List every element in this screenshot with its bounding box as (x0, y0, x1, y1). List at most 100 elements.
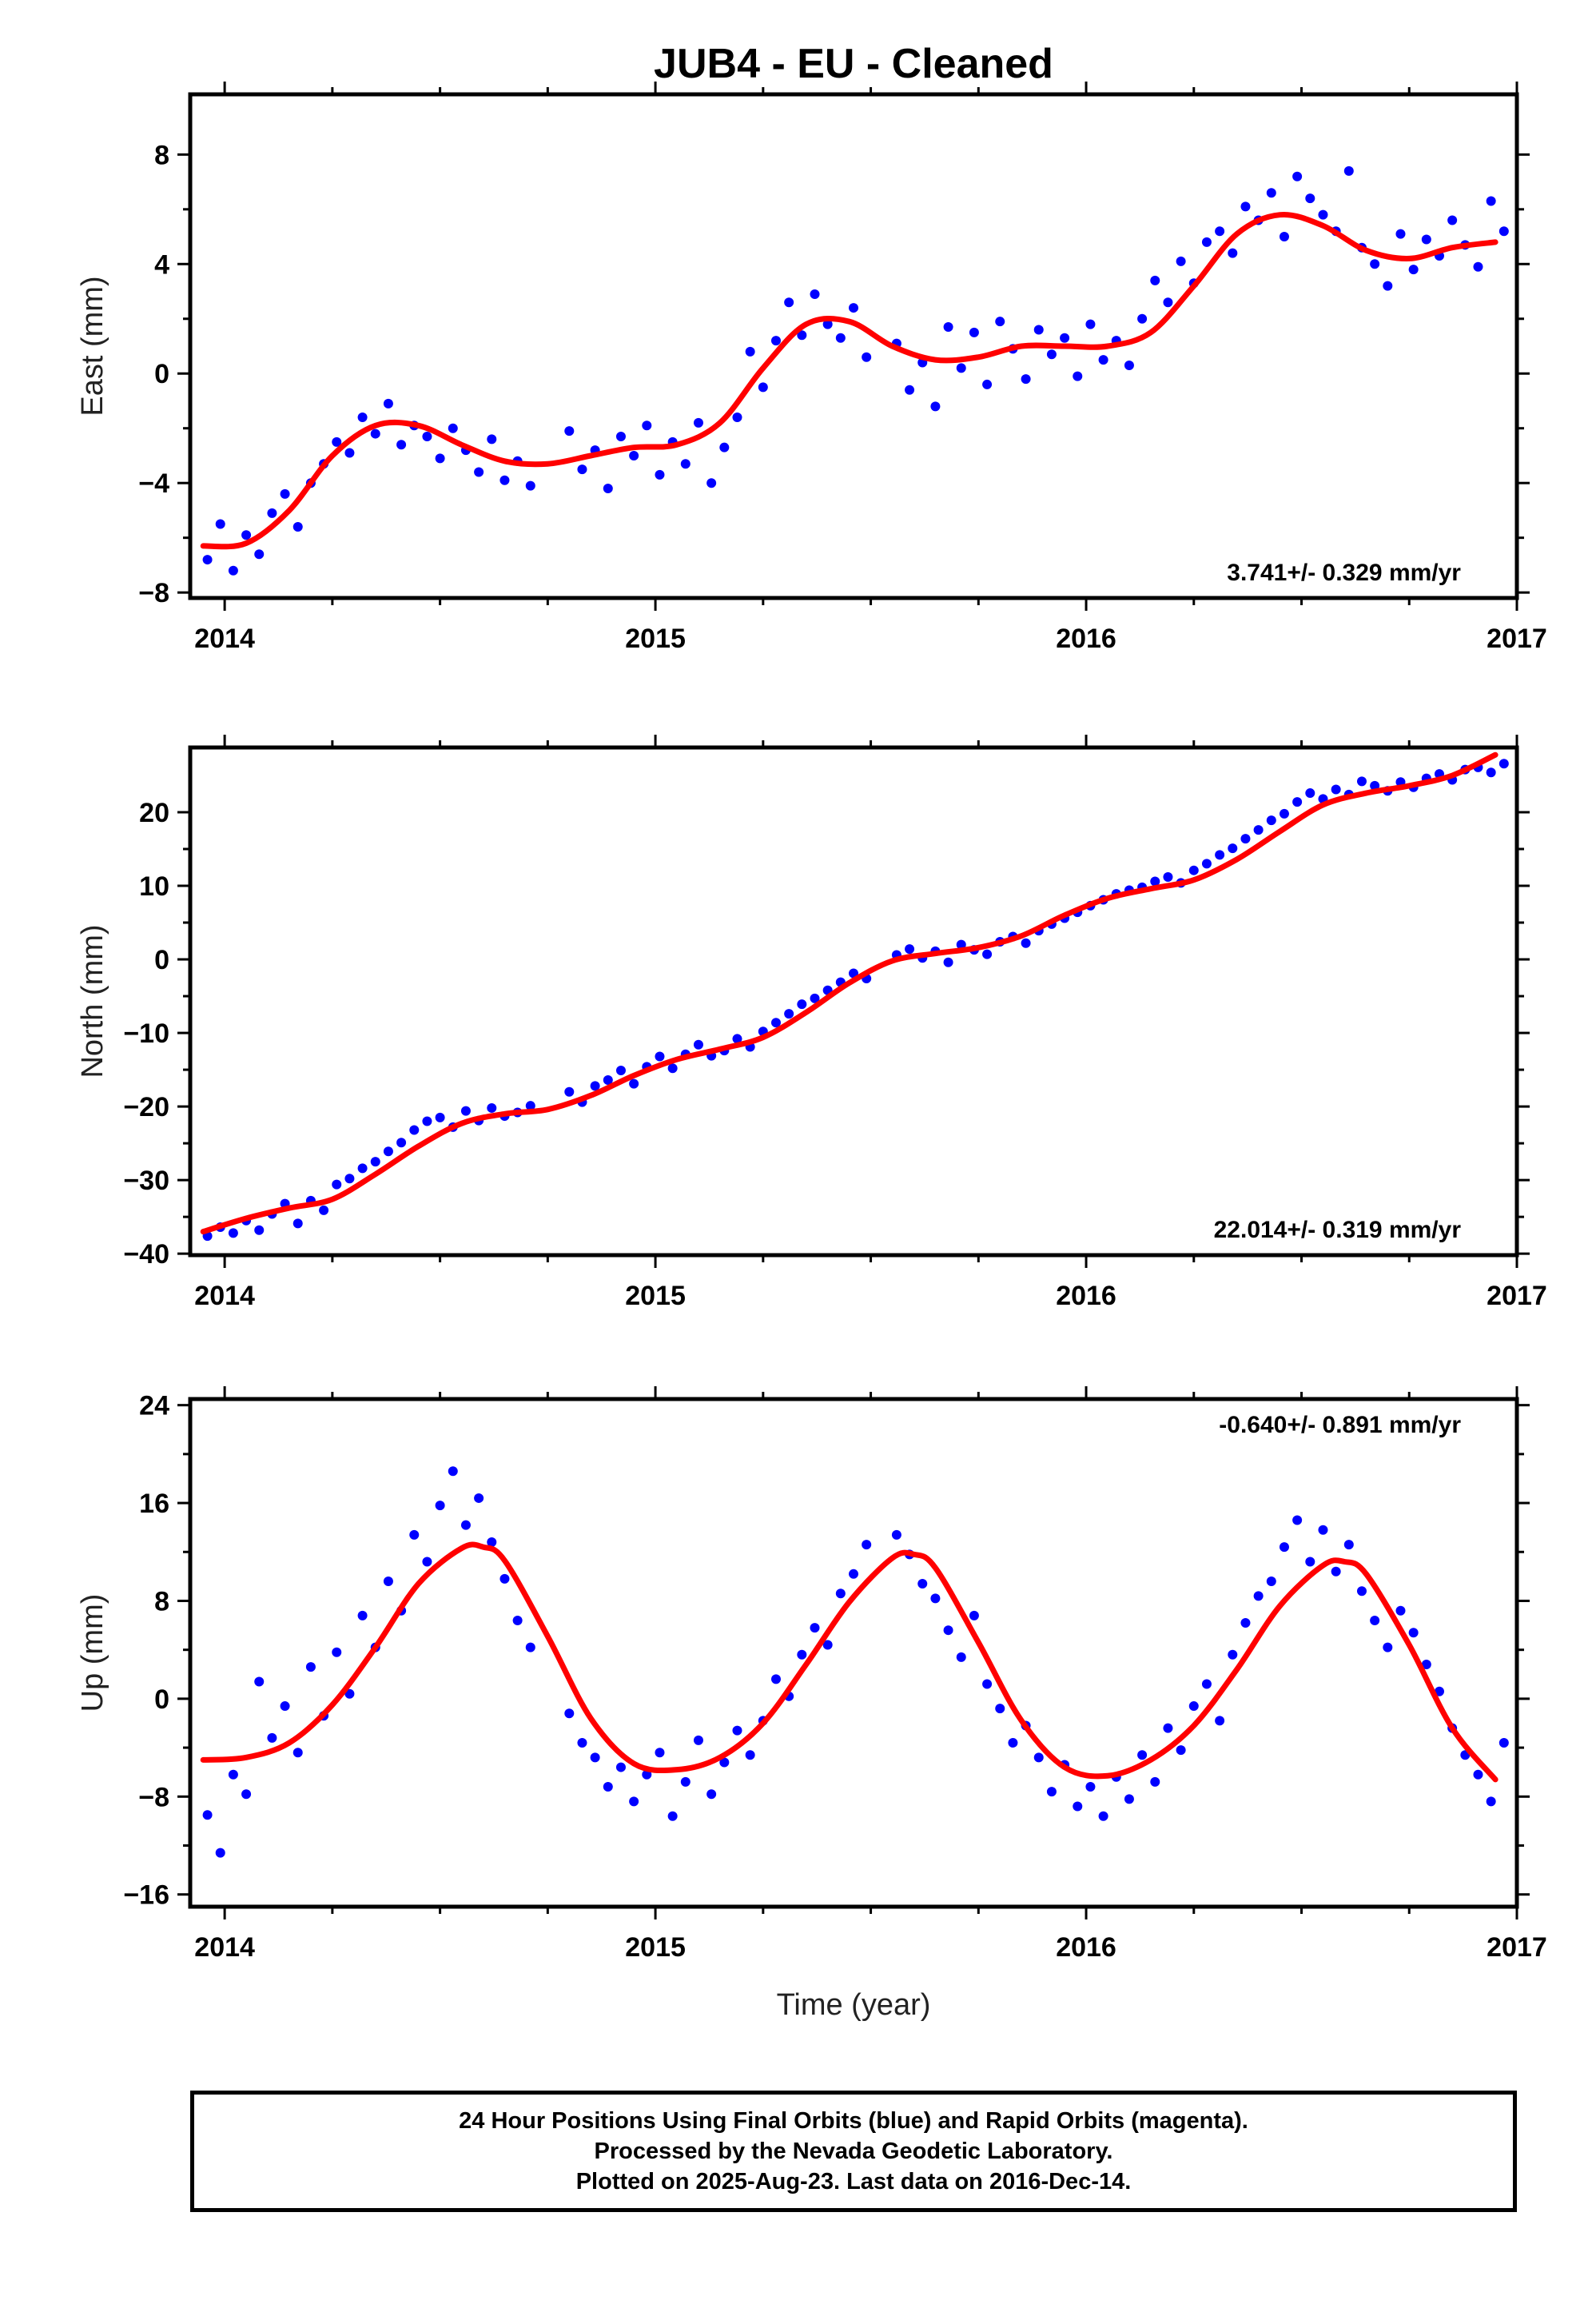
y-tick-label-east: 4 (154, 249, 169, 280)
data-point (1150, 275, 1160, 285)
x-tick-label-north: 2017 (1487, 1281, 1547, 1311)
data-point (1176, 1745, 1186, 1756)
data-point (1085, 319, 1096, 329)
data-point (995, 1704, 1005, 1714)
panel-east: 2014 2015 2016 2017 −8 −4 0 4 8 3.741+/- 0.329 mm… (76, 82, 1547, 654)
data-point (254, 1225, 265, 1235)
data-point (422, 1116, 432, 1126)
data-point (667, 1063, 678, 1074)
data-point (1266, 188, 1276, 198)
y-tick-label-north: 0 (154, 945, 169, 975)
data-point (1150, 1776, 1160, 1787)
data-point (487, 1537, 497, 1548)
y-axis-title-up: Up (mm) (76, 1594, 109, 1712)
data-point (1228, 1649, 1238, 1660)
rate-label-north: 22.014+/- 0.319 mm/yr (1214, 1217, 1462, 1243)
data-point (215, 519, 225, 529)
data-point (525, 480, 535, 491)
data-point (1124, 1794, 1134, 1804)
data-point (770, 1018, 781, 1028)
data-point (1060, 333, 1070, 343)
data-point (930, 401, 941, 412)
data-point (254, 549, 265, 560)
data-point (422, 1557, 432, 1567)
data-point (1021, 938, 1031, 948)
data-point (241, 1789, 252, 1800)
data-point (474, 1493, 484, 1503)
data-point (1188, 1701, 1199, 1712)
data-point (1447, 215, 1458, 225)
data-point (719, 1757, 730, 1768)
data-point (357, 1163, 368, 1174)
data-point (1292, 797, 1303, 807)
data-point (1188, 865, 1199, 875)
data-point (745, 1750, 755, 1760)
data-point (680, 1776, 691, 1787)
data-point (1292, 171, 1303, 181)
data-point (1124, 360, 1134, 370)
fit-curve-up (200, 1541, 1498, 1783)
data-point (1473, 1769, 1483, 1780)
x-tick-label-up: 2015 (625, 1932, 686, 1963)
points-up (202, 1466, 1509, 1858)
data-point (435, 1112, 445, 1122)
data-point (849, 303, 858, 313)
data-point (1486, 196, 1496, 206)
data-point (1408, 265, 1419, 275)
data-point (474, 467, 484, 477)
data-point (770, 336, 781, 346)
data-point (460, 1520, 471, 1530)
y-axis-title-north: North (mm) (76, 924, 109, 1078)
data-point (1343, 165, 1354, 176)
y-tick-label-east: −8 (138, 578, 169, 608)
data-point (332, 436, 342, 447)
data-point (525, 1101, 535, 1111)
y-tick-label-east: 8 (154, 140, 169, 170)
data-point (1163, 871, 1173, 882)
data-point (1201, 1679, 1212, 1689)
data-point (1486, 767, 1496, 778)
data-point (1356, 1586, 1367, 1596)
data-point (655, 1748, 665, 1758)
data-point (943, 957, 953, 967)
x-tick-label-east: 2015 (625, 624, 686, 654)
y-tick-label-north: −10 (123, 1018, 169, 1049)
data-point (1331, 1566, 1341, 1577)
data-point (732, 1034, 742, 1044)
y-tick-label-east: −4 (138, 468, 169, 499)
data-point (758, 382, 768, 393)
data-point (1137, 1750, 1148, 1760)
x-tick-label-up: 2017 (1487, 1932, 1547, 1963)
data-point (1370, 1615, 1380, 1625)
data-point (215, 1848, 225, 1858)
data-point (1215, 1716, 1225, 1726)
data-point (982, 1679, 993, 1689)
data-point (770, 1674, 781, 1684)
data-point (280, 1701, 290, 1712)
data-point (357, 1610, 368, 1620)
data-point (849, 1569, 858, 1579)
data-point (1279, 1542, 1289, 1553)
x-tick-label-north: 2015 (625, 1281, 686, 1311)
data-point (706, 478, 717, 488)
data-point (590, 1752, 600, 1763)
data-point (930, 1593, 941, 1604)
footer-box: 24 Hour Positions Using Final Orbits (bl… (190, 2091, 1517, 2212)
y-tick-label-up: 16 (139, 1489, 169, 1519)
data-point (732, 1725, 742, 1736)
data-point (982, 949, 993, 959)
data-point (822, 1640, 833, 1650)
data-point (1201, 237, 1212, 247)
data-point (1176, 256, 1186, 266)
data-point (344, 448, 355, 458)
data-point (267, 1732, 277, 1743)
data-point (629, 450, 639, 460)
data-point (615, 1762, 626, 1772)
data-point (383, 1576, 393, 1586)
data-point (810, 1623, 820, 1633)
y-tick-label-up: −8 (138, 1782, 169, 1812)
data-point (719, 442, 730, 452)
data-point (1098, 1811, 1108, 1821)
